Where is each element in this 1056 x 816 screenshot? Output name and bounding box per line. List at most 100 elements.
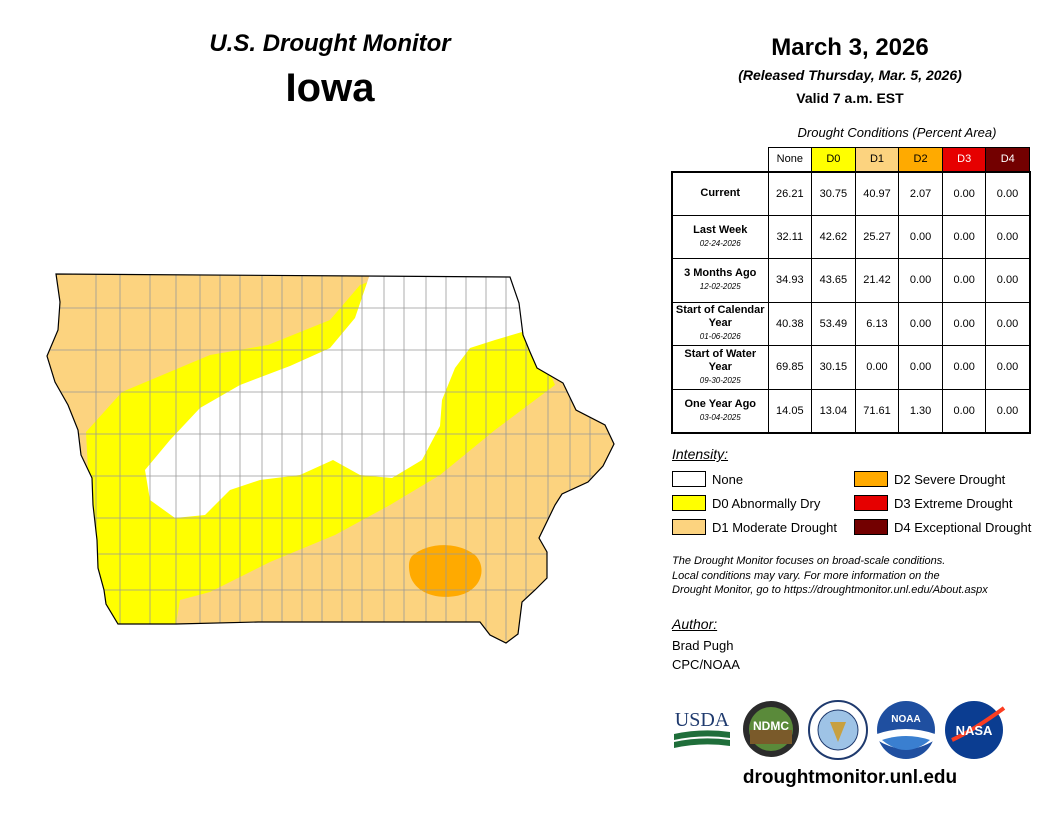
table-cell: 2.07 [898,170,943,216]
legend-item: D2 Severe Drought [854,471,1005,487]
author-org: CPC/NOAA [672,657,740,672]
ndmc-logo: NDMC [742,700,800,758]
column-header: D0 [811,147,856,172]
nasa-logo: NASA [944,700,1006,760]
table-row: Start of Calendar Year 01-06-2026 40.38 53.… [671,301,1031,346]
table-row: Current 26.21 30.75 40.97 2.07 0.00 0.00 [671,170,1031,216]
column-header: D2 [898,147,943,172]
table-cell: 0.00 [898,301,943,346]
legend-label: None [712,471,744,487]
table-cell: 6.13 [854,301,900,346]
column-header: D3 [941,147,987,172]
doc-seal-logo [808,700,868,760]
table-cell: 0.00 [941,345,987,390]
row-label: Current [671,170,769,216]
monitor-title: U.S. Drought Monitor [209,30,451,57]
noaa-logo-text: NOAA [891,714,920,725]
table-row: 3 Months Ago 12-02-2025 34.93 43.65 21.42 0.0… [671,258,1031,303]
row-date: 03-04-2025 [699,412,741,422]
usda-logo: USDA [672,706,732,752]
legend-swatch [854,471,888,487]
legend-item: D0 Abnormally Dry [672,495,820,511]
legend-label: D3 Extreme Drought [894,495,1013,511]
table-cell: 69.85 [767,345,813,390]
row-label-text: Start of Calendar Year [675,304,765,330]
map-date: March 3, 2026 [771,34,929,61]
row-label: Start of Calendar Year 01-06-2026 [671,301,769,346]
row-label-text: 3 Months Ago [684,267,757,280]
legend-swatch [854,495,888,511]
table-cell: 40.38 [767,301,813,346]
column-header: None [767,147,813,172]
note-line: The Drought Monitor focuses on broad-sca… [672,555,946,567]
table-cell: 53.49 [811,301,856,346]
legend-swatch [672,471,706,487]
table-cell: 0.00 [985,170,1031,216]
table-cell: 26.21 [767,170,813,216]
row-label-text: Current [700,187,741,199]
row-label: Start of Water Year 09-30-2025 [671,345,769,390]
legend-swatch [672,519,706,535]
legend-label: D2 Severe Drought [894,471,1006,487]
table-cell: 1.30 [898,388,943,434]
legend-label: D4 Exceptional Drought [894,519,1032,535]
table-cell: 0.00 [854,345,900,390]
table-cell: 0.00 [985,301,1031,346]
state-title: Iowa [285,66,375,110]
note-line: Drought Monitor, go to https://droughtmo… [672,584,988,596]
table-row: One Year Ago 03-04-2025 14.05 13.04 71.61 1.3… [671,388,1031,434]
legend-item: D4 Exceptional Drought [854,519,1031,535]
row-label-text: Start of Water Year [684,347,757,373]
table-cell: 34.93 [767,258,813,303]
none-area [145,274,522,518]
table-cell: 21.42 [854,258,900,303]
legend-item: D1 Moderate Drought [672,519,837,535]
table-corner [672,147,768,172]
table-cell: 0.00 [898,214,943,259]
author-name: Brad Pugh [672,638,734,653]
table-cell: 0.00 [941,214,987,259]
row-label: One Year Ago 03-04-2025 [671,388,769,434]
row-date: 12-02-2025 [699,282,741,292]
usda-logo-text: USDA [675,709,730,731]
table-cell: 0.00 [985,345,1031,390]
note-line: Local conditions may vary. For more info… [672,569,940,582]
noaa-logo: NOAA [876,700,936,760]
iowa-drought-map [46,273,615,644]
legend-item: D3 Extreme Drought [854,495,1013,511]
valid-time: Valid 7 a.m. EST [796,90,904,106]
table-cell: 43.65 [811,258,856,303]
table-cell: 0.00 [941,258,987,303]
site-url[interactable]: droughtmonitor.unl.edu [742,767,958,788]
legend-item: None [672,471,743,487]
table-row: Last Week 02-24-2026 32.11 42.62 25.27 0.00 0.… [671,214,1031,259]
county-lines [47,274,614,640]
table-cell: 0.00 [941,301,987,346]
table-cell: 25.27 [854,214,900,259]
table-cell: 0.00 [941,170,987,216]
release-date: (Released Thursday, Mar. 5, 2026) [738,67,962,83]
row-label: Last Week 02-24-2026 [671,214,769,259]
row-date: 02-24-2026 [699,238,741,248]
table-cell: 40.97 [854,170,900,216]
table-cell: 0.00 [985,214,1031,259]
legend-swatch [672,495,706,511]
table-cell: 0.00 [898,258,943,303]
table-cell: 30.75 [811,170,856,216]
drought-conditions-table: None D0 D1 D2 D3 D4 Current 26.21 30.75 40.97 2.0… [671,147,1031,434]
iowa-outline [46,273,615,644]
row-label: 3 Months Ago 12-02-2025 [671,258,769,303]
row-label-text: One Year Ago [684,397,757,410]
table-caption: Drought Conditions (Percent Area) [797,125,997,140]
disclaimer-note: The Drought Monitor focuses on broad-sca… [672,554,1042,598]
intensity-title: Intensity: [672,446,729,462]
table-cell: 13.04 [811,388,856,434]
row-date: 09-30-2025 [699,375,741,385]
legend-label: D1 Moderate Drought [712,519,838,535]
table-cell: 14.05 [767,388,813,434]
table-cell: 32.11 [767,214,813,259]
d2-area [408,545,482,597]
legend-label: D0 Abnormally Dry [712,495,821,511]
table-cell: 0.00 [985,258,1031,303]
legend-swatch [854,519,888,535]
